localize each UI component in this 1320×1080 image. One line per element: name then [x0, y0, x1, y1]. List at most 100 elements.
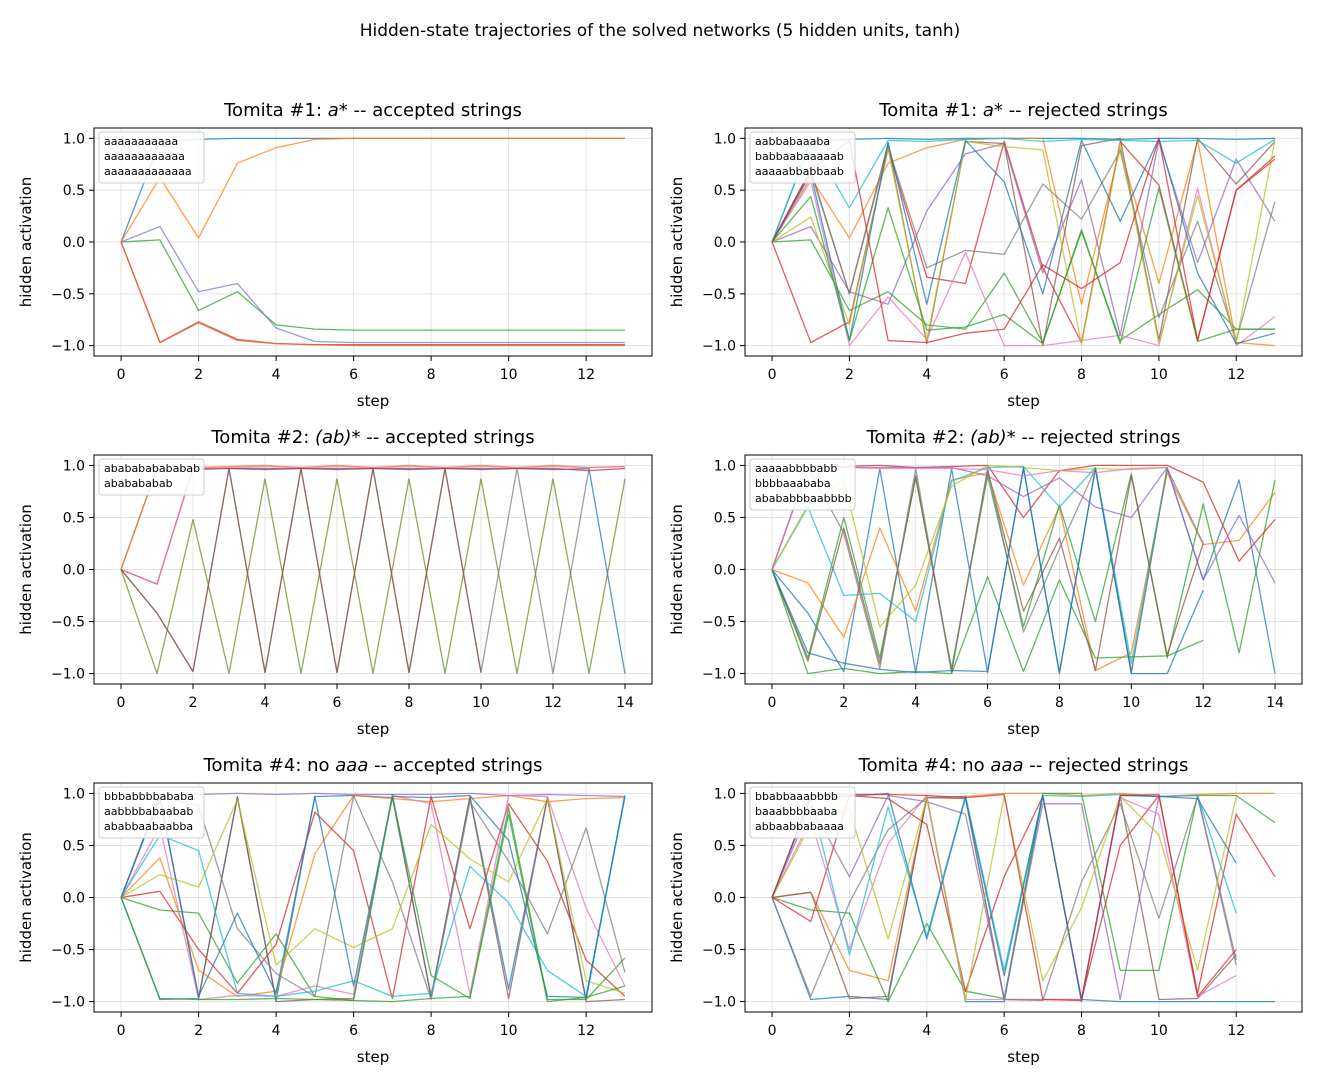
legend-entry: abababbbaabbbb: [755, 492, 852, 505]
series-line-2: [771, 472, 1276, 672]
title-math: a*: [983, 100, 1003, 121]
x-tick-label: 8: [1077, 367, 1086, 383]
y-tick-label: 0.5: [714, 838, 736, 854]
x-tick-label: 6: [349, 1023, 358, 1039]
y-axis-label: hidden activation: [668, 177, 686, 308]
y-axis-label: hidden activation: [17, 504, 35, 635]
legend-entry: ababababab: [104, 477, 173, 490]
series-line-2: [772, 792, 1275, 982]
x-tick-label: 12: [1227, 367, 1245, 383]
x-tick-label: 8: [1055, 695, 1064, 711]
series-line-13: [771, 137, 1276, 344]
legend-box: [98, 131, 205, 184]
x-axis-label: step: [1007, 392, 1039, 410]
series-line-11: [771, 466, 1204, 675]
y-axis-label: hidden activation: [17, 177, 35, 308]
title-prefix: Tomita #2:: [866, 427, 971, 448]
x-tick-label: 0: [768, 1023, 777, 1039]
x-tick-label: 0: [117, 367, 126, 383]
y-tick-label: 0.5: [714, 510, 736, 526]
subplot-title: Tomita #2: (ab)* -- rejected strings: [866, 427, 1181, 448]
title-prefix: Tomita #1:: [223, 100, 328, 121]
series-line-7: [120, 467, 482, 674]
legend-entry: aaaaaaaaaaaa: [104, 150, 185, 163]
title-suffix: -- rejected strings: [1016, 427, 1181, 448]
subplot-4: 0 2 4 6 8 10 12 14 −1.0 −0.5 0.0 0.5 1.0 step hidden a…: [668, 427, 1303, 738]
series-line-12: [771, 187, 1275, 345]
x-tick-label: 8: [1077, 1023, 1086, 1039]
x-tick-label: 10: [1122, 695, 1140, 711]
y-tick-label: −0.5: [51, 287, 85, 303]
x-tick-label: 8: [427, 1023, 436, 1039]
title-prefix: Tomita #1:: [878, 100, 983, 121]
y-tick-label: 0.0: [714, 891, 736, 907]
x-axis-label: step: [1007, 1048, 1039, 1066]
title-suffix: -- rejected strings: [1003, 100, 1168, 121]
legend: aaaaabbbbabb bbbbaaababa abababbbaabbbb: [749, 458, 856, 511]
series-group: [771, 137, 1276, 347]
x-tick-label: 0: [117, 695, 126, 711]
x-tick-label: 2: [194, 367, 203, 383]
legend-entry: aaaaabbabbaab: [755, 165, 844, 178]
x-tick-label: 0: [768, 367, 777, 383]
series-group: [120, 137, 625, 347]
subplot-5: 0 2 4 6 8 10 12 −1.0 −0.5 0.0 0.5 1.0 step hidden act…: [17, 755, 653, 1066]
x-tick-label: 10: [500, 1023, 518, 1039]
x-tick-label: 4: [922, 1023, 931, 1039]
x-tick-label: 0: [767, 695, 776, 711]
x-tick-label: 4: [272, 1023, 281, 1039]
series-group: [120, 464, 626, 675]
y-axis-label: hidden activation: [17, 832, 35, 963]
title-prefix: Tomita #4: no: [858, 755, 991, 776]
y-tick-label: −0.5: [702, 615, 736, 631]
x-tick-label: 0: [117, 1023, 126, 1039]
y-tick-label: 1.0: [714, 131, 736, 147]
x-tick-label: 4: [272, 367, 281, 383]
y-tick-label: 0.5: [63, 183, 85, 199]
figure-title: Hidden-state trajectories of the solved …: [360, 21, 961, 41]
y-tick-label: 0.0: [63, 235, 85, 251]
title-math: (ab)*: [970, 427, 1016, 448]
series-line-4: [120, 795, 626, 1000]
x-tick-label: 14: [1266, 695, 1284, 711]
x-tick-label: 2: [194, 1023, 203, 1039]
y-tick-label: −1.0: [51, 339, 85, 355]
y-tick-label: 0.0: [63, 891, 85, 907]
y-tick-label: 0.0: [714, 235, 736, 251]
series-line-7: [120, 794, 626, 1001]
y-tick-label: 1.0: [63, 458, 85, 474]
x-axis-label: step: [357, 392, 389, 410]
series-line-2: [120, 794, 625, 998]
x-tick-label: 10: [500, 367, 518, 383]
title-math: a*: [328, 100, 348, 121]
x-tick-label: 10: [1150, 367, 1168, 383]
subplot-grid: 0 2 4 6 8 10 12 −1.0 −0.5 0.0 0.5 1.0 step hidden act…: [17, 100, 1303, 1066]
legend-box: [749, 786, 856, 839]
series-line-3: [771, 473, 1276, 670]
legend-box: [749, 458, 856, 511]
y-tick-label: 0.5: [63, 838, 85, 854]
series-line-10: [120, 797, 626, 998]
legend-entry: bbabbaaabbbb: [755, 790, 838, 803]
y-tick-label: 1.0: [63, 786, 85, 802]
title-prefix: Tomita #4: no: [203, 755, 336, 776]
title-suffix: -- accepted strings: [348, 100, 522, 121]
title-suffix: -- rejected strings: [1024, 755, 1189, 776]
legend-entry: aaaaabbbbabb: [755, 462, 837, 475]
x-tick-label: 6: [349, 367, 358, 383]
y-tick-label: −1.0: [702, 995, 736, 1011]
series-line-8: [771, 146, 1276, 342]
subplot-title: Tomita #2: (ab)* -- accepted strings: [210, 427, 534, 448]
y-tick-label: −0.5: [51, 615, 85, 631]
series-group: [771, 464, 1276, 675]
legend-entry: babbaabaaaaab: [755, 150, 844, 163]
x-tick-label: 4: [911, 695, 920, 711]
x-tick-label: 4: [261, 695, 270, 711]
x-tick-label: 6: [1000, 1023, 1009, 1039]
subplot-3: 0 2 4 6 8 10 12 14 −1.0 −0.5 0.0 0.5 1.0 step hidden a…: [17, 427, 653, 738]
y-tick-label: 1.0: [63, 131, 85, 147]
x-tick-label: 6: [1000, 367, 1009, 383]
legend-entry: ababbaabaabba: [104, 820, 193, 833]
